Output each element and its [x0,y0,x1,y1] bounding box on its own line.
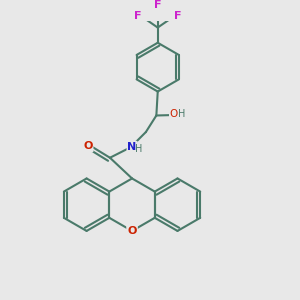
Text: O: O [83,141,92,152]
Text: H: H [178,109,186,119]
Text: F: F [154,0,161,10]
Text: F: F [134,11,142,21]
Text: N: N [128,142,137,152]
Text: O: O [169,109,178,119]
Text: H: H [135,145,142,154]
Text: O: O [128,226,137,236]
Text: F: F [174,11,181,21]
